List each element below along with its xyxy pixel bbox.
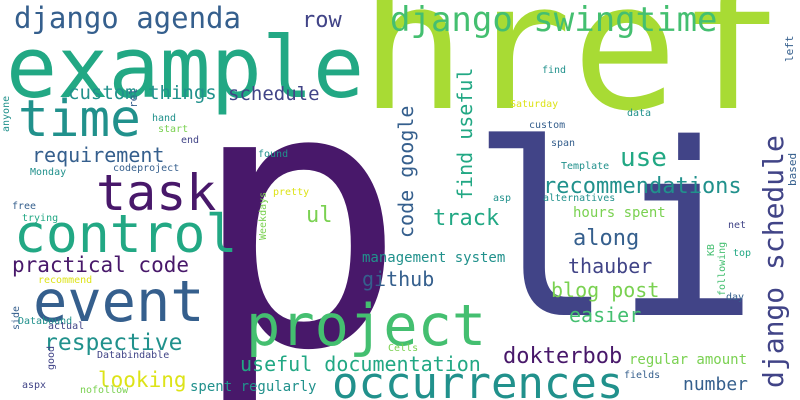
- word-track: track: [433, 206, 500, 231]
- word-anyone: anyone: [1, 95, 12, 132]
- word-pretty: pretty: [273, 187, 310, 198]
- word-custom-things: custom things: [68, 82, 217, 104]
- word-left: left: [783, 35, 796, 63]
- word-monday: Monday: [30, 167, 67, 178]
- word-top: top: [733, 248, 752, 259]
- word-event: event: [33, 269, 205, 335]
- word-github: github: [362, 267, 435, 291]
- word-data: data: [627, 108, 652, 119]
- word-control: control: [14, 204, 238, 265]
- word-found: found: [258, 149, 289, 160]
- word-dokterbob: dokterbob: [503, 344, 623, 369]
- word-good: good: [46, 345, 57, 370]
- word-management-system: management system: [362, 250, 506, 266]
- word-code-google: code google: [394, 105, 418, 238]
- word-example: example: [6, 19, 365, 118]
- word-along: along: [573, 226, 640, 251]
- word-actual: actual: [48, 321, 85, 332]
- word-regular-amount: regular amount: [629, 352, 748, 368]
- word-nofollow: nofollow: [80, 385, 129, 396]
- word-codeproject: codeproject: [113, 163, 180, 174]
- word-occurrences: occurrences: [332, 358, 624, 400]
- word-project: project: [246, 293, 487, 359]
- word-ul: ul: [306, 203, 333, 228]
- word-hours-spent: hours spent: [573, 205, 666, 221]
- word-find-useful: find useful: [453, 67, 477, 200]
- word-day: day: [726, 292, 745, 303]
- word-net: net: [728, 220, 747, 231]
- word-kb: KB: [706, 243, 717, 256]
- word-weekdays: Weekdays: [258, 191, 269, 240]
- word-following: following: [717, 241, 728, 296]
- word-free: free: [12, 201, 37, 212]
- word-recommendations: recommendations: [543, 174, 742, 199]
- word-databindable: Databindable: [97, 350, 170, 361]
- word-trying: trying: [22, 213, 59, 224]
- word-schedule: schedule: [228, 83, 320, 105]
- word-href: href: [360, 0, 784, 150]
- word-p: p: [190, 10, 407, 400]
- word-alternatives: alternatives: [543, 193, 616, 204]
- word-use: use: [620, 143, 667, 173]
- word-number: number: [683, 374, 749, 395]
- word-time: time: [18, 90, 141, 149]
- word-row: row: [302, 8, 342, 33]
- word-thauber: thauber: [568, 254, 653, 278]
- word-useful-documentation: useful documentation: [240, 352, 481, 376]
- word-start: start: [158, 124, 189, 135]
- word-django-schedule: django schedule: [757, 135, 790, 388]
- word-fields: fields: [624, 370, 661, 381]
- word-recommend: recommend: [38, 275, 93, 286]
- word-span: span: [551, 138, 576, 149]
- word-cells: Cells: [388, 343, 419, 354]
- word-practical-code: practical code: [12, 253, 190, 277]
- word-spent-regularly: spent regularly: [190, 379, 317, 395]
- word-rel: rel: [127, 88, 140, 108]
- word-looking: looking: [98, 368, 187, 392]
- word-django-swingtime: django swingtime: [390, 0, 718, 40]
- word-task: task: [96, 164, 217, 222]
- word-django-agenda: django agenda: [14, 1, 241, 35]
- word-custom: custom: [529, 120, 566, 131]
- word-asp: asp: [493, 193, 512, 204]
- word-end: end: [181, 135, 200, 146]
- word-template: Template: [561, 161, 610, 172]
- word-aspx: aspx: [22, 380, 47, 391]
- word-easier: easier: [569, 303, 642, 327]
- word-blog-post: blog post: [551, 278, 660, 302]
- word-requirement: requirement: [32, 143, 165, 167]
- word-li: li: [470, 92, 759, 372]
- word-find: find: [542, 65, 567, 76]
- word-saturday: Saturday: [510, 99, 559, 110]
- word-based: based: [786, 152, 799, 186]
- word-hand: hand: [152, 113, 177, 124]
- word-respective: respective: [44, 330, 183, 356]
- word-databound: Databound: [18, 316, 73, 327]
